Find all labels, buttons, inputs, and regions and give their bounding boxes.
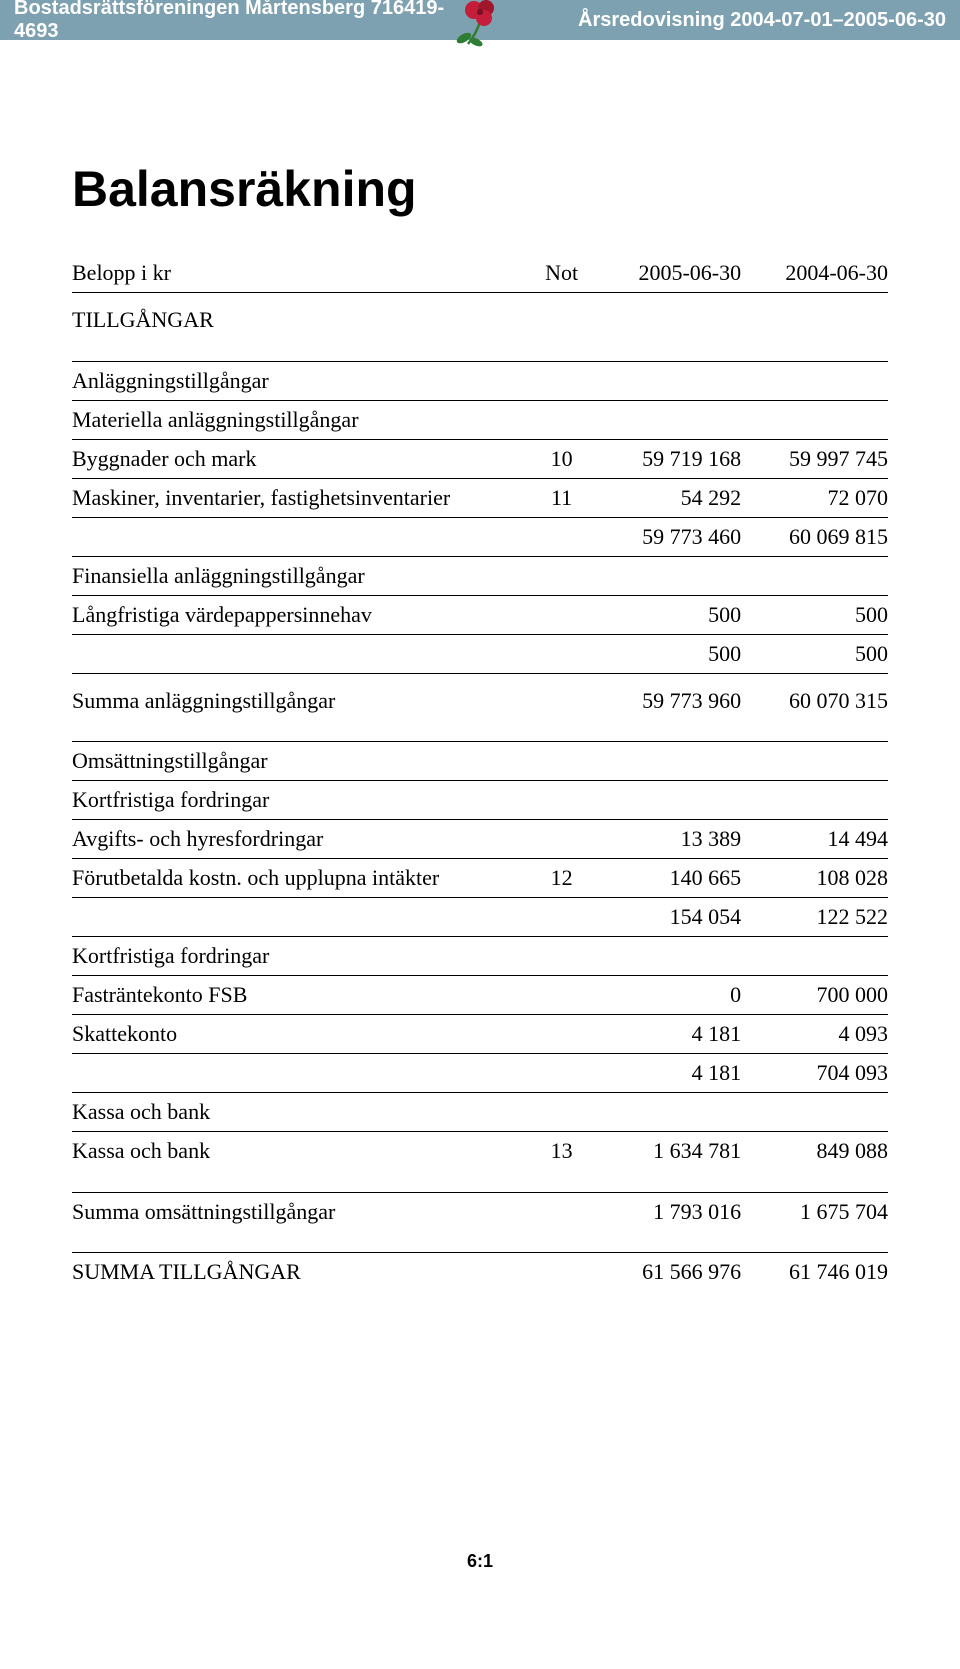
row-fsb: Fasträntekonto FSB 0 700 000 — [72, 976, 888, 1015]
row-sum-oms: Summa omsättningstillgångar 1 793 016 1 … — [72, 1192, 888, 1231]
section-oms: Omsättningstillgångar — [72, 742, 888, 781]
row-kf1-sum: 154 054 122 522 — [72, 898, 888, 937]
section-mat-anl: Materiella anläggningstillgångar — [72, 400, 888, 439]
row-byggnader: Byggnader och mark 10 59 719 168 59 997 … — [72, 439, 888, 478]
row-forut: Förutbetalda kostn. och upplupna intäkte… — [72, 859, 888, 898]
row-maskiner: Maskiner, inventarier, fastighetsinventa… — [72, 478, 888, 517]
col-v2: 2004-06-30 — [741, 254, 888, 293]
row-sum-till: SUMMA TILLGÅNGAR 61 566 976 61 746 019 — [72, 1253, 888, 1292]
section-kassa: Kassa och bank — [72, 1093, 888, 1132]
section-fin-anl: Finansiella anläggningstillgångar — [72, 556, 888, 595]
row-avgift: Avgifts- och hyresfordringar 13 389 14 4… — [72, 820, 888, 859]
row-kassa: Kassa och bank 13 1 634 781 849 088 — [72, 1132, 888, 1171]
section-tillgangar: TILLGÅNGAR — [72, 293, 888, 340]
section-kf1: Kortfristiga fordringar — [72, 781, 888, 820]
header-right-text: Årsredovisning 2004-07-01–2005-06-30 — [480, 9, 960, 32]
col-v1: 2005-06-30 — [594, 254, 741, 293]
section-anlaggning: Anläggningstillgångar — [72, 361, 888, 400]
section-kf2: Kortfristiga fordringar — [72, 937, 888, 976]
row-kf2-sum: 4 181 704 093 — [72, 1054, 888, 1093]
page-title: Balansräkning — [72, 160, 888, 218]
row-fin-sum: 500 500 — [72, 634, 888, 673]
col-header-row: Belopp i kr Not 2005-06-30 2004-06-30 — [72, 254, 888, 293]
page-number: 6:1 — [72, 1551, 888, 1602]
row-langfr: Långfristiga värdepappersinnehav 500 500 — [72, 595, 888, 634]
balance-table: Belopp i kr Not 2005-06-30 2004-06-30 TI… — [72, 254, 888, 1291]
row-skatt: Skattekonto 4 181 4 093 — [72, 1015, 888, 1054]
header-left-text: Bostadsrättsföreningen Mårtensberg 71641… — [0, 0, 480, 43]
flower-icon — [450, 0, 510, 50]
col-label: Belopp i kr — [72, 254, 529, 293]
row-sum-anl: Summa anläggningstillgångar 59 773 960 6… — [72, 673, 888, 720]
page-body: Balansräkning Belopp i kr Not 2005-06-30… — [0, 40, 960, 1602]
col-not: Not — [529, 254, 594, 293]
header-bar: Bostadsrättsföreningen Mårtensberg 71641… — [0, 0, 960, 40]
row-mat-sum: 59 773 460 60 069 815 — [72, 517, 888, 556]
